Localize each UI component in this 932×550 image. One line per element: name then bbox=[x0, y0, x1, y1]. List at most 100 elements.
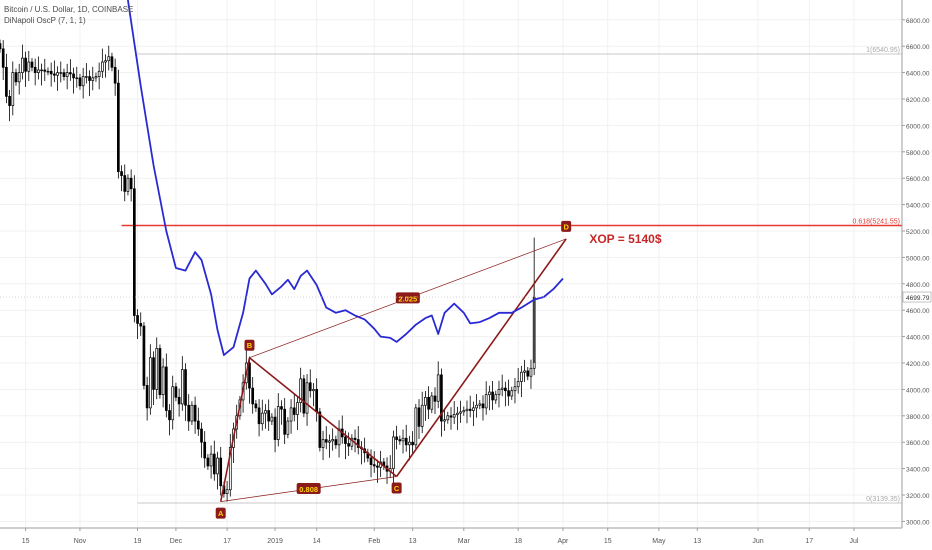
indicator-label: DiNapoli OscP (7, 1, 1) bbox=[4, 16, 86, 25]
candle-body bbox=[30, 61, 34, 68]
y-tick-label: 4800.00 bbox=[906, 282, 930, 289]
candle-body bbox=[334, 439, 338, 446]
candles bbox=[0, 39, 536, 502]
candle-body bbox=[37, 69, 40, 73]
candle-body bbox=[331, 439, 334, 442]
pattern-point-badge bbox=[244, 339, 255, 351]
candle-body bbox=[97, 70, 101, 77]
candle-body bbox=[40, 69, 43, 72]
y-tick-label: 5800.00 bbox=[906, 150, 930, 157]
candle-body bbox=[321, 439, 325, 448]
candle-body bbox=[308, 382, 312, 392]
x-tick-label: 18 bbox=[514, 538, 522, 545]
x-tick-label: 15 bbox=[22, 538, 30, 545]
candle-body bbox=[17, 72, 21, 83]
y-tick-label: 4200.00 bbox=[906, 361, 930, 368]
candle-body bbox=[27, 61, 31, 72]
candle-body bbox=[513, 386, 517, 392]
pattern-point-label: A bbox=[218, 509, 224, 518]
candle-body bbox=[254, 403, 258, 409]
xop-annotation: XOP = 5140$ bbox=[589, 232, 661, 246]
y-tick-label: 5000.00 bbox=[906, 255, 930, 262]
candle-body bbox=[276, 406, 280, 440]
candle-body bbox=[465, 408, 469, 411]
candle-body bbox=[21, 57, 24, 73]
y-tick-label: 3200.00 bbox=[906, 493, 930, 500]
candle-body bbox=[286, 420, 290, 435]
candle-body bbox=[225, 489, 229, 495]
candle-body bbox=[398, 439, 402, 442]
x-tick-label: Jul bbox=[850, 538, 859, 545]
x-tick-label: Jun bbox=[752, 538, 763, 545]
pattern-point-label: C bbox=[394, 484, 400, 493]
x-tick-label: 17 bbox=[223, 538, 231, 545]
candle-body bbox=[475, 404, 478, 409]
candle-body bbox=[117, 82, 120, 172]
candle-body bbox=[49, 70, 53, 75]
candle-body bbox=[24, 57, 27, 72]
candle-body bbox=[520, 371, 523, 382]
candle-body bbox=[395, 436, 398, 440]
candle-body bbox=[459, 411, 462, 414]
candle-body bbox=[430, 395, 434, 410]
candle-body bbox=[158, 348, 162, 396]
candle-body bbox=[344, 436, 347, 444]
candle-body bbox=[523, 370, 526, 373]
candle-body bbox=[101, 61, 104, 72]
candle-body bbox=[270, 416, 274, 422]
candle-body bbox=[75, 77, 79, 80]
x-tick-label: 19 bbox=[134, 538, 142, 545]
candle-body bbox=[427, 396, 430, 410]
candle-body bbox=[299, 378, 303, 403]
candle-body bbox=[500, 387, 504, 390]
y-tick-label: 3000.00 bbox=[906, 519, 930, 526]
candle-body bbox=[446, 415, 450, 421]
candle-body bbox=[312, 389, 315, 392]
candle-body bbox=[110, 56, 114, 68]
candle-body bbox=[62, 72, 66, 77]
candle-body bbox=[436, 374, 440, 402]
candle-body bbox=[104, 60, 107, 63]
candle-body bbox=[200, 428, 203, 443]
y-tick-label: 6400.00 bbox=[906, 71, 930, 78]
candle-body bbox=[190, 404, 194, 422]
y-tick-label: 5400.00 bbox=[906, 203, 930, 210]
candle-body bbox=[65, 72, 69, 77]
candle-body bbox=[193, 404, 197, 422]
candle-body bbox=[161, 366, 165, 396]
grid bbox=[0, 0, 902, 528]
candle-body bbox=[33, 66, 37, 73]
leg-ab bbox=[219, 357, 251, 502]
candle-body bbox=[260, 412, 264, 425]
oscillator-layer bbox=[127, 0, 564, 356]
ratio-badge bbox=[395, 292, 420, 304]
oscillator-line bbox=[127, 0, 564, 356]
candle-body bbox=[491, 391, 494, 401]
x-tick-label: Feb bbox=[368, 538, 380, 545]
candle-body bbox=[46, 70, 50, 73]
candle-body bbox=[1, 48, 5, 68]
candle-body bbox=[411, 441, 414, 446]
candle-body bbox=[14, 72, 18, 83]
candle-body bbox=[376, 465, 379, 468]
ratio-label: 0.808 bbox=[299, 485, 318, 494]
y-tick-label: 6800.00 bbox=[906, 18, 930, 25]
candle-body bbox=[305, 382, 309, 414]
y-tick-label: 4400.00 bbox=[906, 335, 930, 342]
candle-body bbox=[177, 396, 181, 405]
y-tick-label: 6600.00 bbox=[906, 44, 930, 51]
pattern-point-badge bbox=[215, 507, 226, 519]
y-tick-label: 3800.00 bbox=[906, 414, 930, 421]
candle-body bbox=[8, 96, 11, 106]
chart-legend: Bitcoin / U.S. Dollar, 1D, COINBASE DiNa… bbox=[4, 4, 133, 26]
candle-body bbox=[264, 410, 267, 414]
harmonic-pattern: 2.025 0.808 A B C D bbox=[215, 220, 572, 519]
pattern-point-label: D bbox=[563, 222, 569, 231]
pattern-point-label: B bbox=[247, 341, 253, 350]
candle-body bbox=[350, 437, 354, 447]
candle-body bbox=[187, 404, 191, 422]
candle-body bbox=[369, 457, 373, 465]
y-tick-label: 5200.00 bbox=[906, 229, 930, 236]
